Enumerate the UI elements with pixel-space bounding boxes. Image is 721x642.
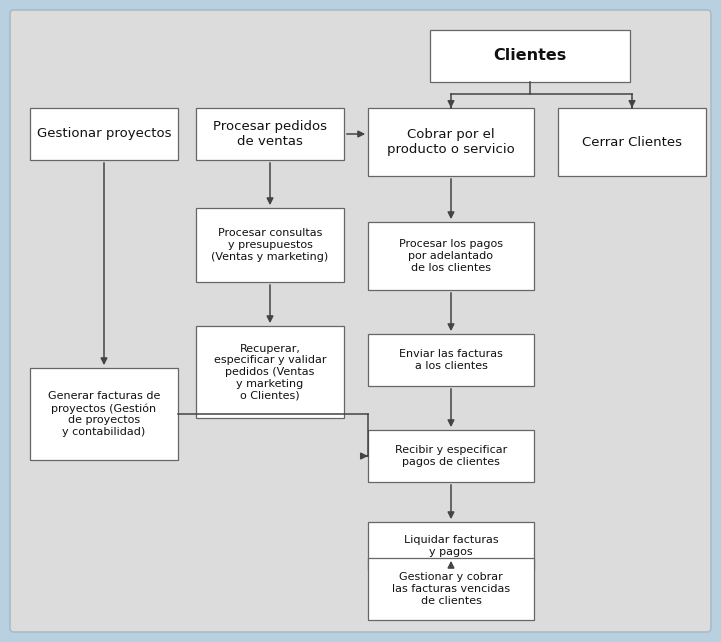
Text: Generar facturas de
proyectos (Gestión
de proyectos
y contabilidad): Generar facturas de proyectos (Gestión d…	[48, 392, 160, 437]
Text: Cerrar Clientes: Cerrar Clientes	[582, 135, 682, 148]
FancyBboxPatch shape	[196, 208, 344, 282]
Text: Procesar los pagos
por adelantado
de los clientes: Procesar los pagos por adelantado de los…	[399, 239, 503, 273]
FancyBboxPatch shape	[30, 368, 178, 460]
Text: Enviar las facturas
a los clientes: Enviar las facturas a los clientes	[399, 349, 503, 371]
Text: Liquidar facturas
y pagos: Liquidar facturas y pagos	[404, 535, 498, 557]
Text: Gestionar proyectos: Gestionar proyectos	[37, 128, 172, 141]
FancyBboxPatch shape	[368, 558, 534, 620]
FancyBboxPatch shape	[368, 430, 534, 482]
FancyBboxPatch shape	[368, 108, 534, 176]
FancyBboxPatch shape	[30, 108, 178, 160]
Text: Procesar consultas
y presupuestos
(Ventas y marketing): Procesar consultas y presupuestos (Venta…	[211, 229, 329, 261]
Text: Gestionar y cobrar
las facturas vencidas
de clientes: Gestionar y cobrar las facturas vencidas…	[392, 573, 510, 605]
Text: Recibir y especificar
pagos de clientes: Recibir y especificar pagos de clientes	[395, 445, 507, 467]
FancyBboxPatch shape	[10, 10, 711, 632]
FancyBboxPatch shape	[558, 108, 706, 176]
FancyBboxPatch shape	[196, 326, 344, 418]
Text: Procesar pedidos
de ventas: Procesar pedidos de ventas	[213, 120, 327, 148]
FancyBboxPatch shape	[368, 334, 534, 386]
FancyBboxPatch shape	[368, 222, 534, 290]
FancyBboxPatch shape	[196, 108, 344, 160]
Text: Recuperar,
especificar y validar
pedidos (Ventas
y marketing
o Clientes): Recuperar, especificar y validar pedidos…	[213, 344, 326, 400]
FancyBboxPatch shape	[368, 522, 534, 570]
FancyBboxPatch shape	[430, 30, 630, 82]
Text: Clientes: Clientes	[493, 49, 567, 64]
Text: Cobrar por el
producto o servicio: Cobrar por el producto o servicio	[387, 128, 515, 156]
